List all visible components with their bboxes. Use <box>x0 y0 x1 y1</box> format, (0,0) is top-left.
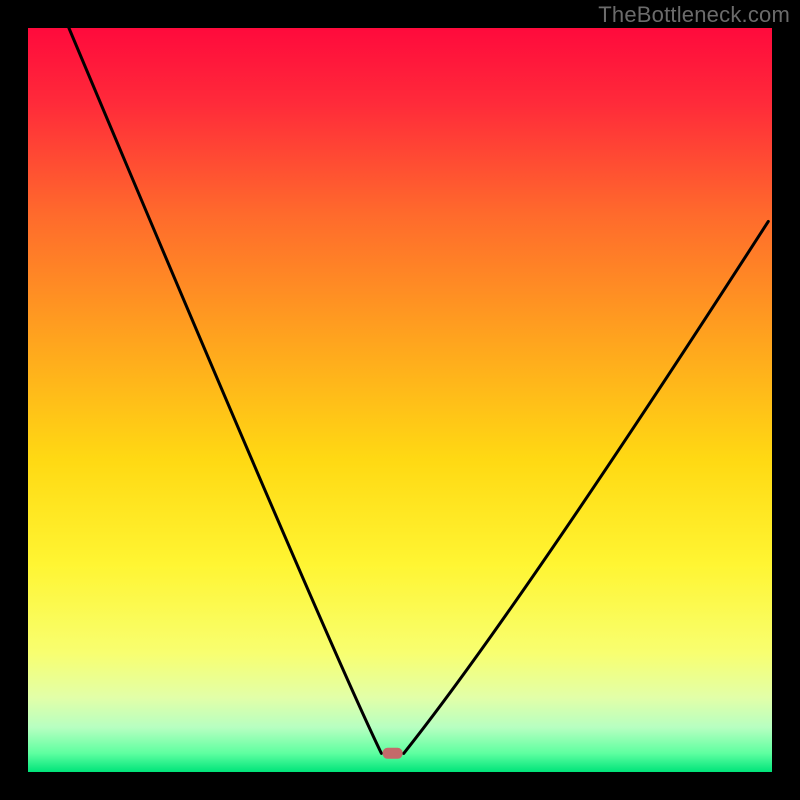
plot-area <box>28 28 772 772</box>
curve-right-branch <box>404 221 769 753</box>
curve-left-branch <box>69 28 381 753</box>
chart-frame: TheBottleneck.com <box>0 0 800 800</box>
watermark-text: TheBottleneck.com <box>598 2 790 28</box>
vertex-marker <box>382 748 403 758</box>
bottleneck-curve <box>28 28 772 772</box>
